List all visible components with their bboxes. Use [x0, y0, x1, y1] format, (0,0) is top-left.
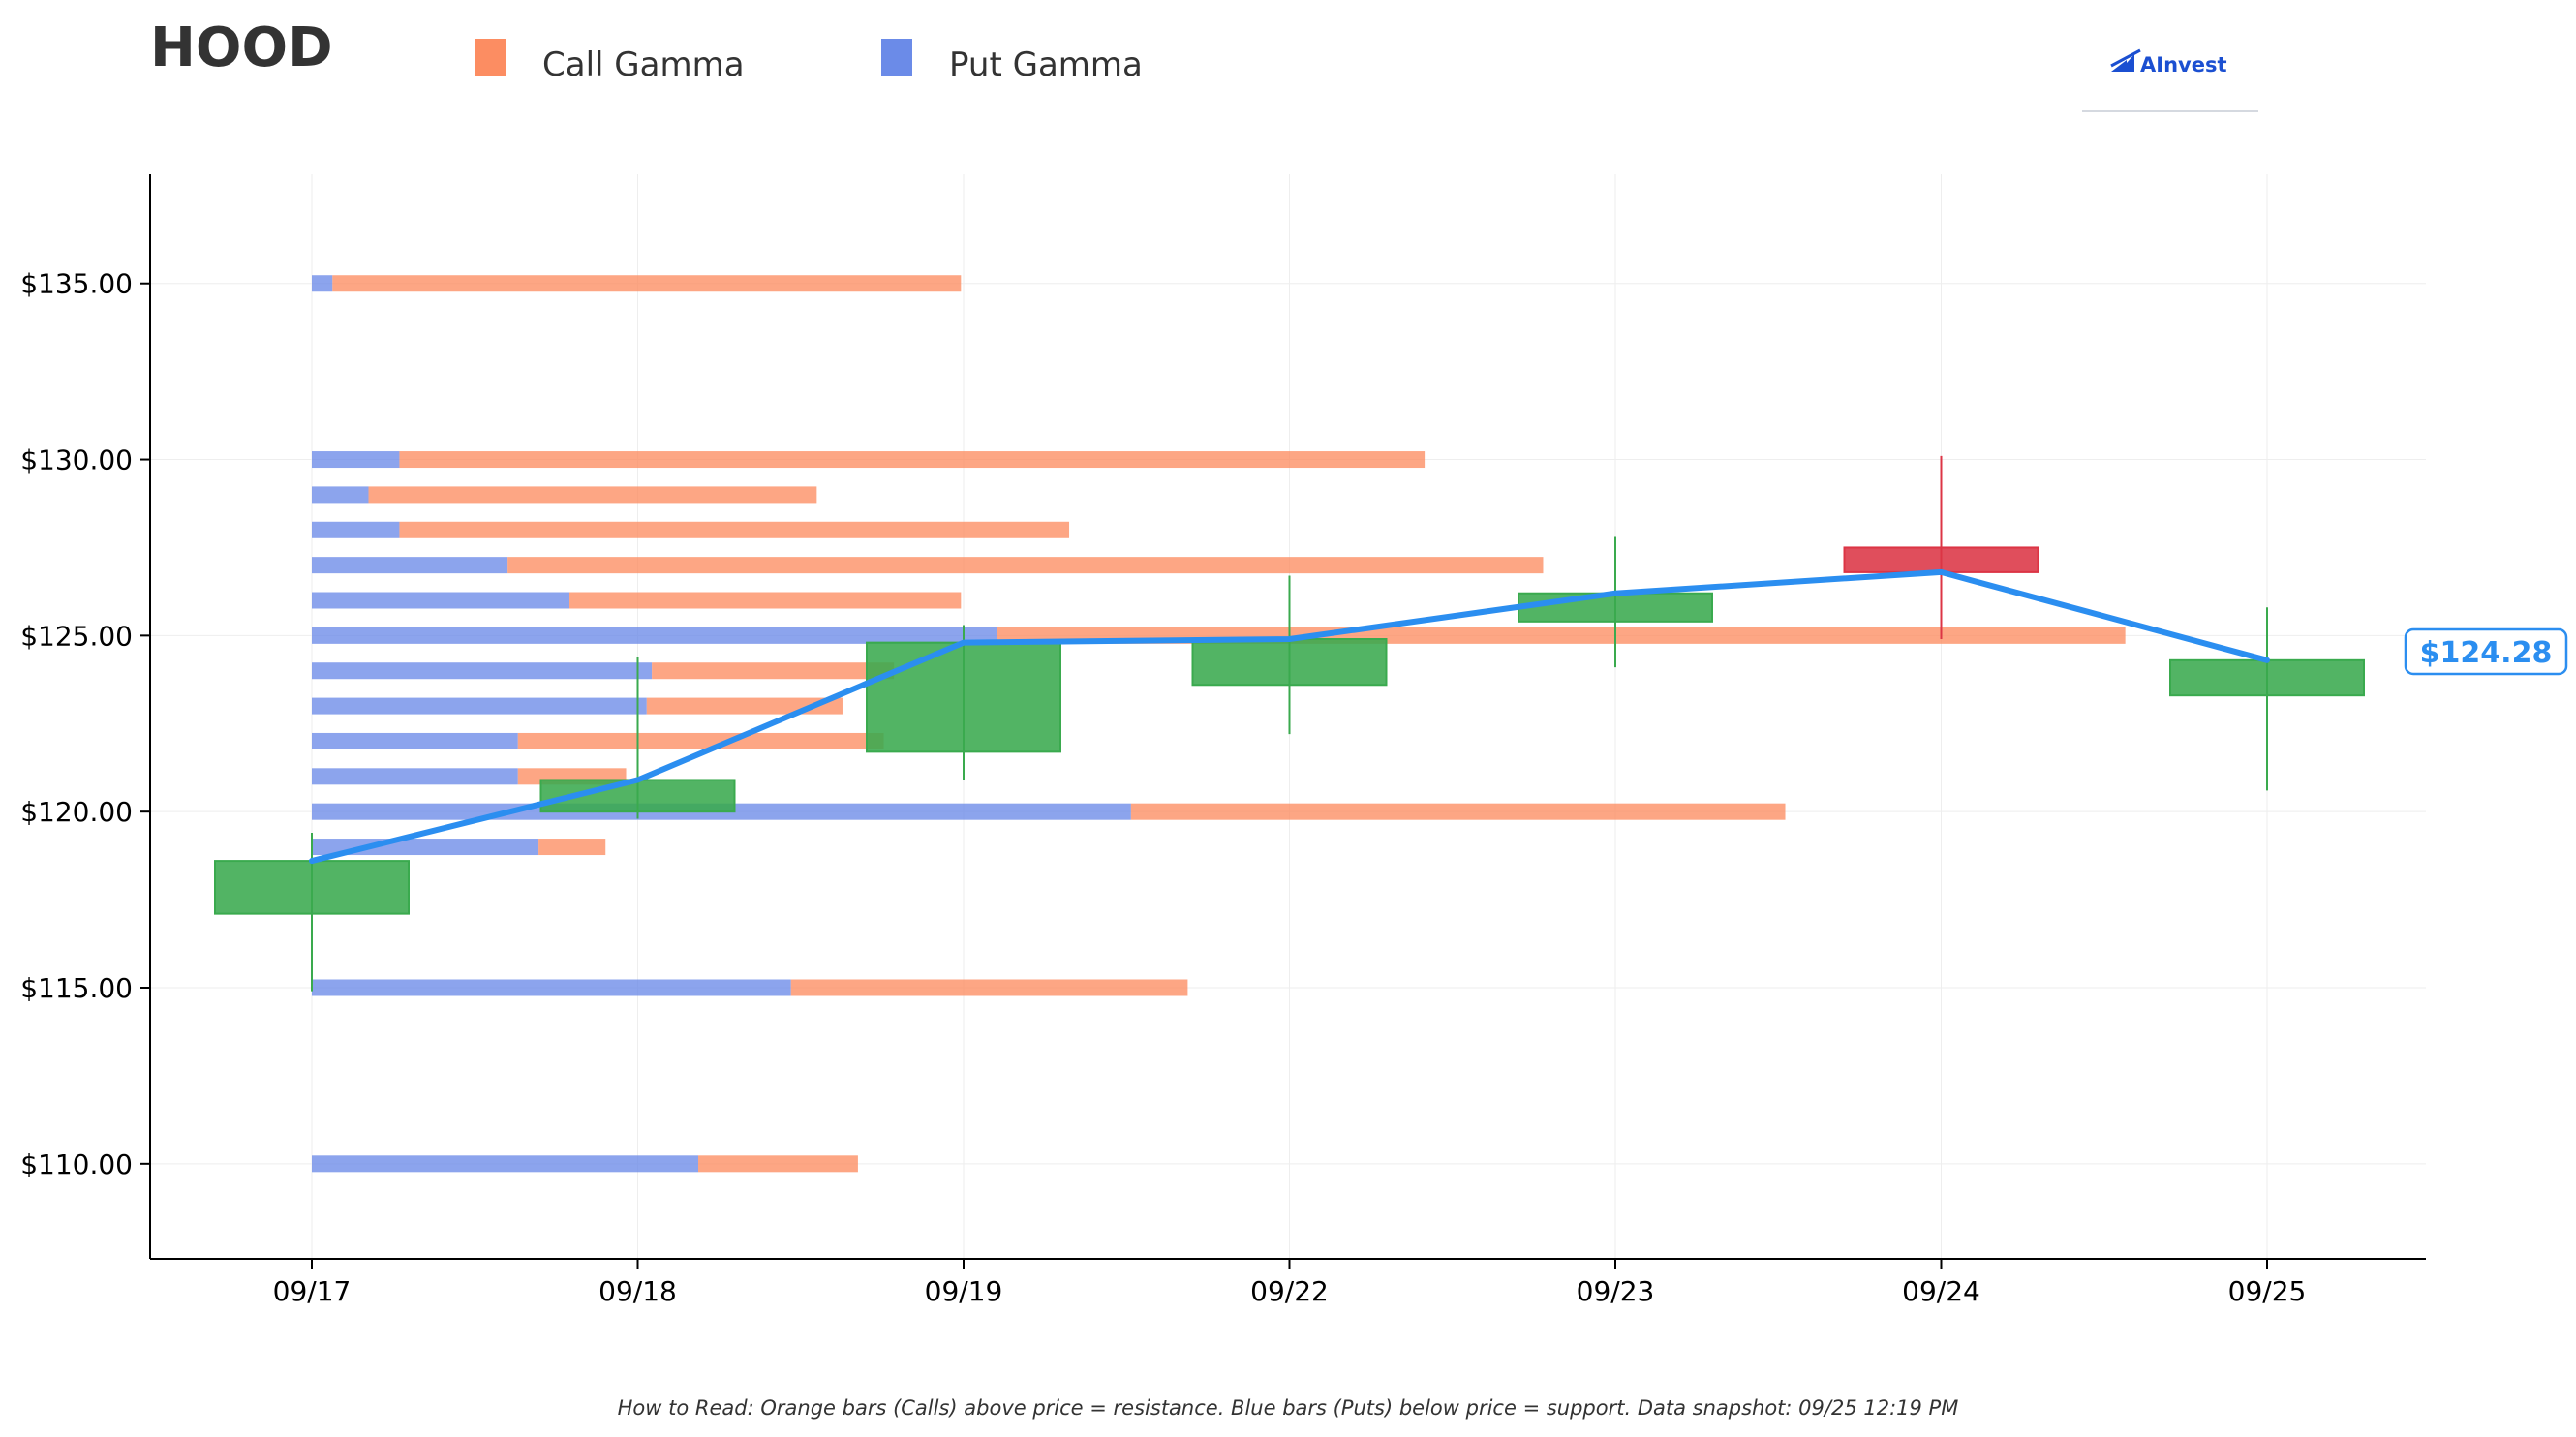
call-gamma-bar	[698, 1155, 858, 1173]
call-gamma-bar	[399, 521, 1070, 538]
chart-title: HOOD	[150, 16, 333, 79]
x-tick-label: 09/22	[1250, 1275, 1329, 1307]
put-gamma-bar	[312, 697, 647, 715]
call-gamma-bar	[517, 732, 884, 749]
logo: AInvest	[2082, 48, 2258, 112]
candle-body	[1191, 638, 1388, 687]
put-gamma-bar	[312, 768, 518, 785]
put-gamma-bar	[312, 557, 508, 574]
x-tick-label: 09/25	[2228, 1275, 2307, 1307]
legend-label-put: Put Gamma	[949, 46, 1143, 84]
put-gamma-bar	[312, 1155, 698, 1173]
y-tick-label: $135.00	[20, 268, 133, 300]
y-tick-label: $125.00	[20, 620, 133, 652]
put-gamma-bar	[312, 662, 653, 680]
call-gamma-bar	[1130, 803, 1786, 820]
put-gamma-bar	[312, 839, 539, 856]
put-gamma-bar	[312, 592, 569, 609]
put-gamma-bar	[312, 451, 400, 469]
legend-swatch-call	[475, 39, 506, 76]
legend-label-call: Call Gamma	[542, 46, 745, 84]
put-gamma-bar	[312, 627, 997, 644]
call-gamma-bar	[368, 486, 817, 504]
candle-body	[214, 860, 410, 915]
call-gamma-bar	[538, 839, 606, 856]
y-tick-label: $115.00	[20, 972, 133, 1004]
candle-body	[1843, 546, 2039, 573]
x-tick-label: 09/18	[598, 1275, 677, 1307]
x-tick-label: 09/19	[925, 1275, 1003, 1307]
call-gamma-bar	[646, 697, 843, 715]
footnote: How to Read: Orange bars (Calls) above p…	[618, 1396, 1959, 1420]
grid	[150, 174, 2426, 1259]
put-gamma-bar	[312, 486, 369, 504]
gamma-bars	[312, 275, 2126, 1173]
candle-body	[1518, 592, 1713, 623]
y-tick-label: $110.00	[20, 1148, 133, 1180]
current-price-label: $124.28	[2420, 636, 2553, 670]
x-tick-label: 09/23	[1577, 1275, 1655, 1307]
put-gamma-bar	[312, 732, 518, 749]
call-gamma-bar	[399, 451, 1426, 469]
chart-arrow-icon	[2110, 48, 2141, 72]
legend: Call Gamma Put Gamma	[475, 39, 1143, 84]
call-gamma-bar	[652, 662, 895, 680]
put-gamma-bar	[312, 979, 791, 996]
x-tick-label: 09/17	[273, 1275, 352, 1307]
current-price-badge: $124.28	[2404, 627, 2568, 676]
put-gamma-bar	[312, 521, 400, 538]
legend-swatch-put	[881, 39, 912, 76]
y-tick-label: $130.00	[20, 444, 133, 476]
call-gamma-bar	[507, 557, 1544, 574]
candle-body	[2169, 658, 2365, 697]
price-line-layer	[309, 568, 2270, 865]
put-gamma-bar	[312, 275, 333, 292]
call-gamma-bar	[569, 592, 962, 609]
price-line	[309, 568, 2270, 865]
x-tick-label: 09/24	[1902, 1275, 1980, 1307]
current-price-box	[2404, 627, 2568, 676]
candle-body	[866, 641, 1061, 753]
call-gamma-bar	[332, 275, 962, 292]
candles	[214, 455, 2365, 992]
call-gamma-bar	[790, 979, 1188, 996]
y-tick-label: $120.00	[20, 796, 133, 828]
logo-text: AInvest	[2140, 53, 2227, 76]
axes: $110.00 $115.00 $120.00 $125.00 $130.00 $135.…	[20, 174, 2426, 1307]
